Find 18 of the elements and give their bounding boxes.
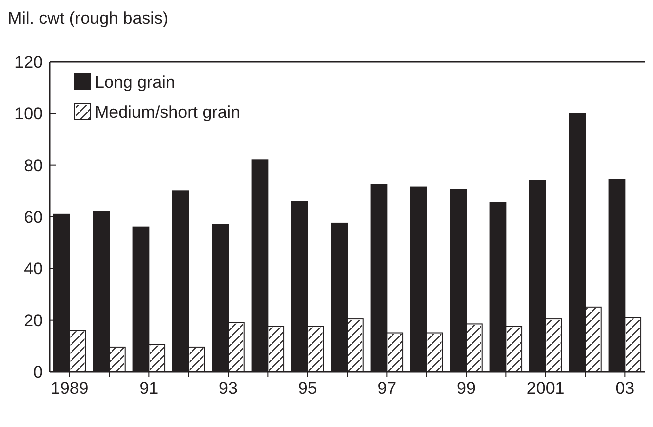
x-tick-label: 93	[219, 379, 238, 398]
y-axis-title: Mil. cwt (rough basis)	[8, 9, 169, 28]
x-tick-label: 2001	[526, 379, 565, 398]
x-tick-label: 91	[140, 379, 159, 398]
y-tick-label: 100	[14, 104, 43, 124]
legend-label: Medium/short grain	[95, 102, 241, 122]
y-tick-label: 0	[34, 362, 43, 382]
x-tick-label: 03	[616, 379, 635, 398]
y-tick-label: 20	[24, 311, 43, 330]
y-tick-label: 40	[24, 260, 43, 279]
legend-label: Long grain	[95, 72, 176, 92]
y-tick-label: 80	[24, 156, 43, 176]
x-tick-label: 95	[298, 379, 318, 398]
x-tick-label: 99	[457, 379, 476, 398]
y-tick-label: 120	[14, 52, 43, 72]
x-tick-label: 1989	[50, 379, 89, 398]
x-tick-label: 97	[378, 379, 397, 398]
y-tick-label: 60	[24, 208, 43, 227]
